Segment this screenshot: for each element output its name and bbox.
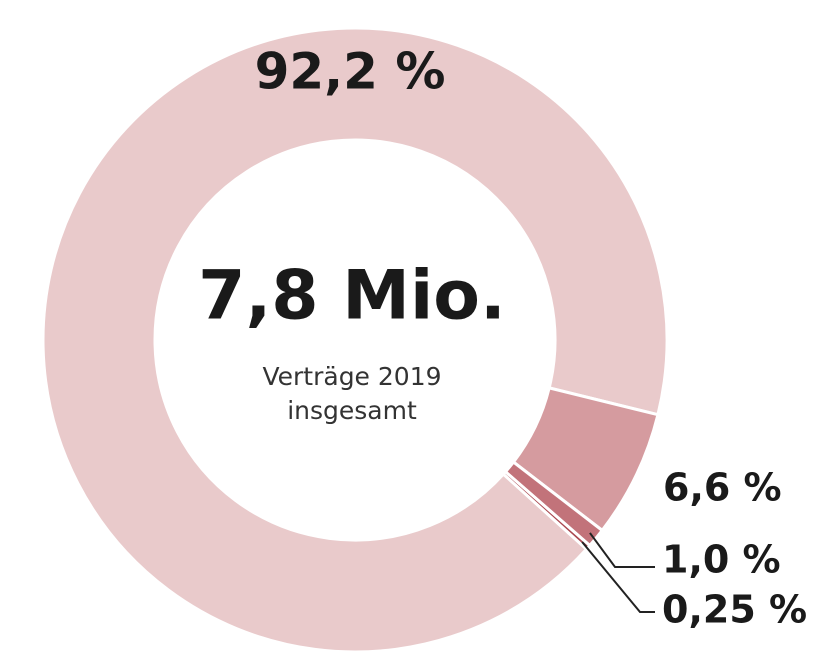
center-subtitle: Verträge 2019	[262, 362, 441, 391]
slice	[41, 26, 669, 654]
leader-line	[589, 532, 655, 568]
value-label: 92,2 %	[255, 43, 446, 101]
value-label: 1,0 %	[662, 538, 781, 582]
center-subtitle: insgesamt	[287, 396, 417, 425]
slice	[501, 469, 592, 552]
donut	[41, 26, 669, 654]
value-label: 6,6 %	[663, 466, 782, 510]
value-label: 0,25 %	[662, 588, 807, 632]
leader-line	[581, 541, 655, 613]
center-title: 7,8 Mio.	[198, 257, 506, 336]
